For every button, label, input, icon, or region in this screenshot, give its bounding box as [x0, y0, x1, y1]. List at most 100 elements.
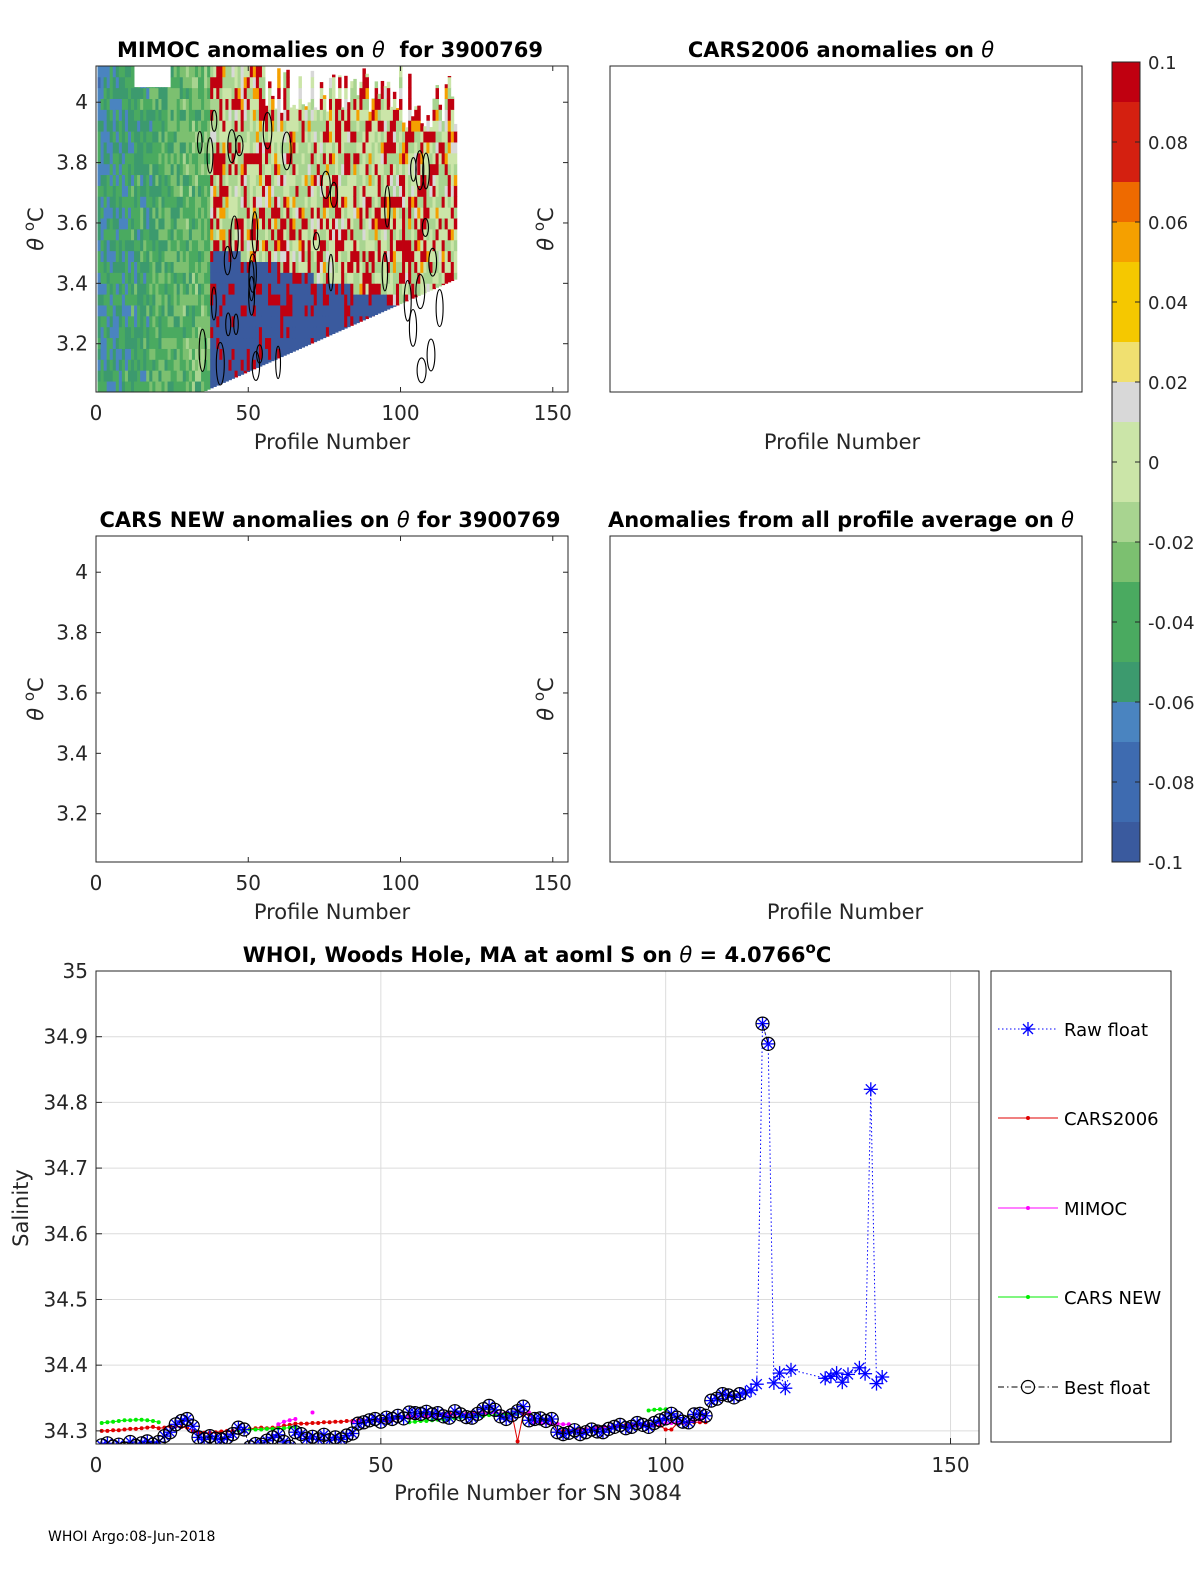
heatmap-cell [243, 98, 248, 110]
heatmap-cell [235, 645, 238, 656]
heatmap-cell [414, 152, 418, 165]
heatmap-cell [134, 381, 138, 392]
heatmap-cell [280, 634, 283, 645]
heatmap-cell [219, 163, 223, 176]
heatmap-cell [127, 348, 132, 360]
heatmap-cell [191, 120, 196, 132]
heatmap-cell [168, 786, 171, 797]
heatmap-cell [180, 656, 183, 667]
heatmap-cell [222, 337, 226, 349]
heatmap-cell [97, 120, 101, 132]
heatmap-cell [292, 558, 295, 569]
heatmap-cell [121, 174, 126, 186]
heatmap-cell [174, 797, 177, 808]
heatmap-cell [179, 66, 184, 78]
heatmap-cell [234, 239, 238, 252]
heatmap-cell [201, 612, 204, 623]
heatmap-cell [389, 218, 394, 230]
heatmap-cell [140, 174, 144, 186]
heatmap-cell [143, 359, 147, 371]
heatmap-cell [256, 742, 259, 753]
heatmap-cell [438, 283, 443, 287]
heatmap-cell [161, 666, 164, 677]
heatmap-cell [332, 326, 336, 334]
heatmap-cell [98, 797, 101, 808]
heatmap-cell [164, 98, 168, 110]
heatmap-cell [97, 305, 101, 317]
heatmap-cell [301, 196, 305, 208]
heatmap-cell [241, 797, 244, 808]
heatmap-cell [292, 294, 296, 306]
heatmap-cell [171, 775, 174, 786]
heatmap-cell [261, 315, 266, 328]
heatmap-cell [165, 753, 168, 764]
heatmap-cell [115, 196, 120, 208]
heatmap-cell [271, 142, 275, 154]
heatmap-cell [113, 775, 116, 786]
heatmap-cell [161, 370, 165, 382]
heatmap-cell [207, 732, 210, 743]
heatmap-cell [338, 218, 342, 230]
heatmap-cell [152, 699, 155, 710]
heatmap-cell [341, 250, 345, 262]
heatmap-cell [280, 579, 283, 590]
heatmap-cell [414, 196, 418, 208]
heatmap-cell [174, 721, 177, 732]
heatmap-cell [180, 786, 183, 797]
heatmap-cell [274, 108, 278, 110]
heatmap-cell [152, 558, 155, 569]
heatmap-cell [295, 218, 299, 230]
heatmap-cell [213, 547, 216, 558]
heatmap-cell [182, 196, 187, 208]
heatmap-cell [328, 131, 333, 143]
heatmap-cell [258, 348, 263, 360]
heatmap-cell [128, 688, 131, 699]
heatmap-cell [420, 131, 424, 143]
heatmap-cell [128, 677, 131, 688]
heatmap-cell [271, 337, 275, 349]
heatmap-cell [450, 142, 455, 154]
heatmap-cell [207, 185, 211, 197]
heatmap-cell [322, 131, 327, 143]
heatmap-cell [173, 359, 178, 371]
heatmap-cell [259, 688, 262, 699]
heatmap-cell [298, 229, 302, 241]
heatmap-cell [283, 819, 286, 826]
heatmap-cell [228, 666, 231, 677]
heatmap-cell [292, 104, 296, 110]
heatmap-cell [241, 819, 244, 830]
heatmap-cell [195, 634, 198, 645]
heatmap-cell [258, 76, 263, 89]
heatmap-cell [158, 732, 161, 743]
heatmap-cell [125, 764, 128, 775]
heatmap-cell [222, 569, 225, 580]
heatmap-cell [347, 185, 351, 197]
heatmap-cell [392, 196, 397, 208]
heatmap-cell [155, 283, 159, 295]
heatmap-cell [210, 645, 213, 656]
heatmap-cell [176, 87, 181, 99]
heatmap-cell [253, 710, 256, 721]
heatmap-cell [180, 829, 183, 840]
heatmap-cell [240, 120, 245, 132]
heatmap-cell [189, 742, 192, 753]
heatmap-cell [435, 185, 439, 197]
heatmap-cell [359, 185, 363, 197]
heatmap-cell [283, 775, 286, 786]
heatmap-cell [405, 218, 409, 230]
heatmap-cell [362, 283, 366, 295]
heatmap-cell [277, 742, 280, 753]
heatmap-cell [207, 163, 211, 176]
heatmap-cell [365, 207, 369, 219]
heatmap-cell [158, 677, 161, 688]
heatmap-cell [444, 87, 449, 99]
heatmap-cell [228, 283, 232, 295]
heatmap-cell [304, 207, 309, 219]
heatmap-cell [109, 131, 114, 143]
heatmap-cell [113, 612, 116, 623]
heatmap-cell [344, 142, 348, 154]
heatmap-cell [158, 381, 162, 392]
heatmap-cell [426, 120, 430, 132]
heatmap-cell [116, 569, 119, 580]
heatmap-cell [137, 851, 140, 862]
